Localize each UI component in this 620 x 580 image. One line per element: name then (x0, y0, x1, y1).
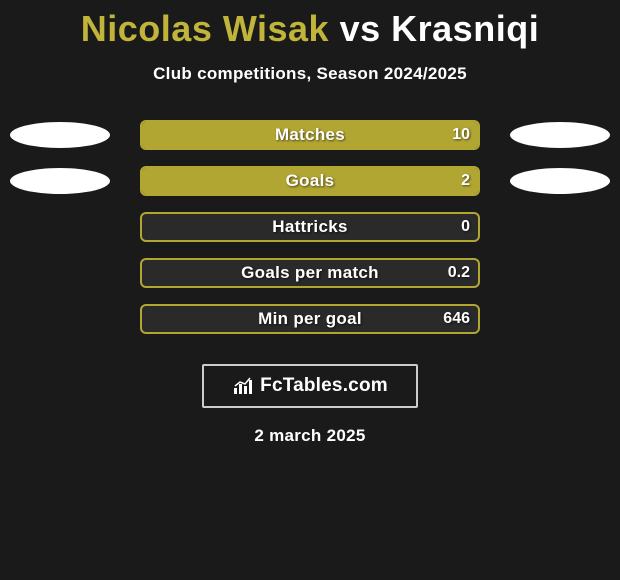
subtitle: Club competitions, Season 2024/2025 (0, 64, 620, 84)
stat-bar-wrap: 10Matches (110, 120, 510, 150)
player2-badge (510, 168, 610, 194)
stat-bar: 0Hattricks (140, 212, 480, 242)
stat-bar-wrap: 2Goals (110, 166, 510, 196)
stat-row: 10Matches (0, 112, 620, 158)
stat-row: 2Goals (0, 158, 620, 204)
stat-bar: 0.2Goals per match (140, 258, 480, 288)
player2-badge (510, 122, 610, 148)
chart-icon (232, 376, 256, 396)
stat-label: Goals per match (142, 260, 478, 286)
stat-bar: 2Goals (140, 166, 480, 196)
stat-row: 0.2Goals per match (0, 250, 620, 296)
stat-row: 0Hattricks (0, 204, 620, 250)
stat-row: 646Min per goal (0, 296, 620, 342)
logo-box: FcTables.com (202, 364, 418, 408)
player2-name: Krasniqi (391, 8, 539, 49)
stat-rows: 10Matches 2Goals 0Hattricks 0.2Goals per ma… (0, 112, 620, 342)
stat-bar: 10Matches (140, 120, 480, 150)
logo-text: FcTables.com (260, 375, 388, 397)
stat-label: Hattricks (142, 214, 478, 240)
stat-bar-wrap: 0Hattricks (110, 212, 510, 242)
stat-bar: 646Min per goal (140, 304, 480, 334)
stat-label: Min per goal (142, 306, 478, 332)
player1-badge (10, 168, 110, 194)
stat-label: Matches (142, 122, 478, 148)
player1-name: Nicolas Wisak (81, 8, 329, 49)
stat-bar-wrap: 646Min per goal (110, 304, 510, 334)
stat-bar-wrap: 0.2Goals per match (110, 258, 510, 288)
vs-separator: vs (340, 8, 381, 49)
page-title: Nicolas Wisak vs Krasniqi (0, 0, 620, 50)
player1-badge (10, 122, 110, 148)
date-label: 2 march 2025 (0, 426, 620, 446)
stat-label: Goals (142, 168, 478, 194)
